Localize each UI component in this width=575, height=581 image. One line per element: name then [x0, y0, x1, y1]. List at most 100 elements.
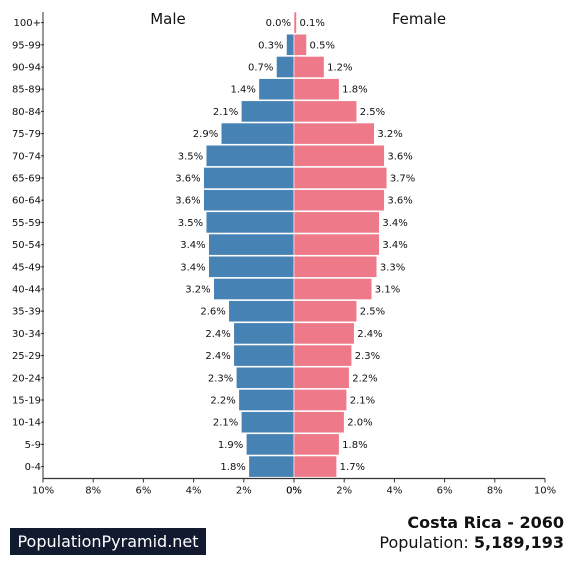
male-value-label: 2.1% [213, 418, 238, 429]
population-value: 5,189,193 [473, 533, 564, 552]
male-bar [203, 167, 295, 189]
country-year-title: Costa Rica - 2060 [407, 513, 564, 532]
male-bar [208, 233, 295, 256]
female-value-label: 3.6% [387, 196, 412, 207]
male-value-label: 1.9% [218, 440, 243, 451]
age-label: 50-54 [12, 240, 41, 251]
male-bar [233, 322, 295, 345]
male-value-label: 3.4% [180, 262, 205, 273]
age-label: 5-9 [25, 440, 41, 451]
male-bar [205, 144, 295, 167]
male-bar [248, 455, 295, 478]
male-value-label: 0.3% [258, 40, 283, 51]
male-bar [258, 78, 295, 101]
age-label: 40-44 [12, 285, 41, 296]
male-value-label: 2.4% [205, 329, 230, 340]
male-bar [205, 211, 295, 234]
age-label: 85-89 [12, 85, 41, 96]
female-bar [293, 455, 337, 478]
female-bar [293, 189, 385, 212]
male-value-label: 2.9% [193, 129, 218, 140]
legend-female: Female [392, 10, 446, 28]
x-tick-label: 0% [286, 486, 302, 497]
female-bar [293, 78, 340, 101]
male-bar [220, 122, 295, 145]
female-value-label: 3.7% [390, 174, 415, 185]
age-label: 90-94 [12, 63, 41, 74]
female-value-label: 3.4% [382, 240, 407, 251]
female-value-label: 2.5% [360, 307, 385, 318]
age-label: 10-14 [12, 418, 41, 429]
x-tick-label: 10% [32, 486, 54, 497]
x-tick-label: 10% [534, 486, 556, 497]
female-value-label: 0.1% [300, 18, 325, 29]
female-bar [293, 122, 375, 145]
age-label: 20-24 [12, 373, 41, 384]
female-bar [293, 344, 353, 367]
male-bar [233, 344, 295, 367]
age-label: 15-19 [12, 396, 41, 407]
female-bar [293, 100, 358, 123]
population-pyramid-chart: Male Female 100+ 0.0% 0.1% 95-99 0.3% 0.5% 90-94… [12, 10, 556, 497]
female-value-label: 3.2% [377, 129, 402, 140]
male-value-label: 3.4% [180, 240, 205, 251]
female-bar [293, 300, 358, 323]
female-value-label: 2.2% [352, 373, 377, 384]
x-tick-label: 4% [186, 486, 202, 497]
male-value-label: 3.5% [178, 151, 203, 162]
female-value-label: 1.7% [340, 462, 365, 473]
female-bar [293, 255, 378, 278]
male-value-label: 0.0% [266, 18, 291, 29]
male-bar [208, 255, 295, 278]
age-label: 75-79 [12, 129, 41, 140]
x-tick-label: 8% [85, 486, 101, 497]
female-value-label: 2.4% [357, 329, 382, 340]
male-bar [213, 278, 295, 300]
x-tick-label: 4% [386, 486, 402, 497]
female-value-label: 1.8% [342, 440, 367, 451]
male-value-label: 2.6% [200, 307, 225, 318]
x-tick-label: 8% [487, 486, 503, 497]
female-value-label: 2.0% [347, 418, 372, 429]
female-value-label: 3.6% [387, 151, 412, 162]
age-label: 0-4 [25, 462, 41, 473]
age-label: 95-99 [12, 40, 41, 51]
female-bar [293, 33, 307, 56]
x-tick-label: 0% [286, 486, 302, 497]
male-bar [240, 411, 295, 434]
male-bar [240, 100, 295, 123]
male-bar [203, 189, 295, 212]
female-bar [293, 11, 297, 34]
female-bar [293, 211, 380, 234]
female-bar [293, 144, 385, 167]
female-value-label: 1.8% [342, 85, 367, 96]
age-label: 55-59 [12, 218, 41, 229]
female-value-label: 3.4% [382, 218, 407, 229]
female-value-label: 0.5% [310, 40, 335, 51]
female-bar [293, 433, 340, 456]
male-bar [238, 389, 295, 411]
female-bar [293, 56, 325, 78]
age-label: 60-64 [12, 196, 41, 207]
female-value-label: 3.1% [375, 285, 400, 296]
female-bar [293, 233, 380, 256]
population-total: Population: 5,189,193 [379, 533, 564, 552]
x-tick-label: 6% [135, 486, 151, 497]
brand-logo[interactable]: PopulationPyramid.net [10, 528, 206, 555]
female-value-label: 2.5% [360, 107, 385, 118]
age-label: 65-69 [12, 174, 41, 185]
female-bar [293, 411, 345, 434]
male-value-label: 3.2% [185, 285, 210, 296]
male-value-label: 2.3% [208, 373, 233, 384]
age-label: 30-34 [12, 329, 41, 340]
age-label: 35-39 [12, 307, 41, 318]
male-value-label: 2.2% [210, 396, 235, 407]
female-value-label: 3.3% [380, 262, 405, 273]
male-value-label: 3.6% [175, 196, 200, 207]
female-bar [293, 322, 355, 345]
female-bar [293, 366, 350, 389]
age-label: 70-74 [12, 151, 41, 162]
male-bar [276, 56, 295, 78]
male-bar [246, 433, 295, 456]
male-value-label: 0.7% [248, 63, 273, 74]
